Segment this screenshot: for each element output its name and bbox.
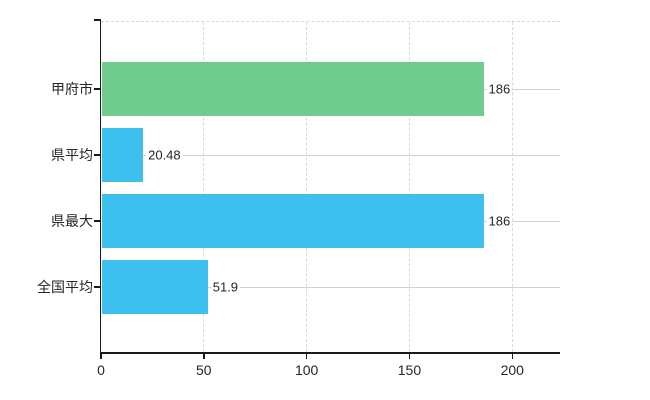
x-tick-label: 200 <box>500 362 524 378</box>
category-label: 甲府市 <box>51 81 93 97</box>
horizontal-gridline <box>101 154 560 156</box>
horizontal-gridline <box>101 286 560 288</box>
x-tick-label: 0 <box>97 362 105 378</box>
category-label: 県最大 <box>51 213 93 229</box>
x-axis-tick <box>100 352 102 359</box>
bar <box>102 128 144 182</box>
y-axis-tick <box>93 88 100 90</box>
x-axis-tick <box>511 352 514 359</box>
category-label: 全国平均 <box>37 279 93 295</box>
bar <box>102 260 208 314</box>
bar-value-label: 186 <box>486 213 513 229</box>
y-axis-line <box>99 19 101 359</box>
x-tick-label: 150 <box>397 362 422 378</box>
x-tick-label: 100 <box>294 362 319 378</box>
y-axis-tick <box>93 154 100 156</box>
bar-value-label: 186 <box>486 81 513 97</box>
bar <box>102 194 484 248</box>
category-label: 県平均 <box>51 147 93 163</box>
bar <box>102 62 484 116</box>
x-axis-tick <box>408 352 411 359</box>
bar-value-label: 20.48 <box>146 147 183 163</box>
x-tick-label: 50 <box>196 362 212 378</box>
vertical-gridline <box>306 22 308 352</box>
vertical-gridline <box>511 22 513 352</box>
vertical-gridline <box>408 22 410 352</box>
x-axis-tick <box>203 352 205 359</box>
bar-value-label: 51.9 <box>210 279 241 295</box>
vertical-gridline <box>203 22 205 352</box>
plot-top-border <box>101 21 560 22</box>
x-axis-line <box>99 352 560 354</box>
x-axis-tick <box>305 352 308 359</box>
y-axis-tick <box>93 220 100 222</box>
y-axis-tick <box>93 286 100 288</box>
y-axis-tick <box>93 19 100 21</box>
